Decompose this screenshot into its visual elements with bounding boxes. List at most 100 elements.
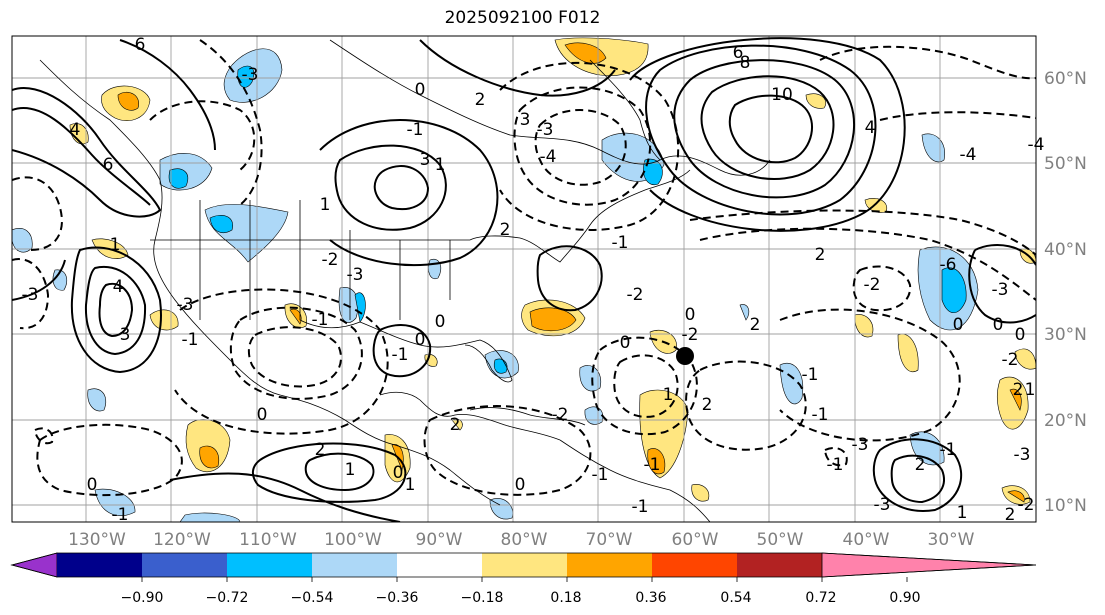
contour-label: 1 [110, 235, 121, 255]
contour-label: 3 [120, 325, 131, 345]
contour-label: 0 [257, 405, 268, 425]
contour-label: 4 [865, 118, 876, 138]
lon-label-120w: 120°W [153, 530, 211, 550]
contour-label: 1 [405, 475, 416, 495]
contour-label: -3 [874, 495, 891, 515]
colorbar-extend-low [10, 552, 58, 578]
contour-label: -1 [592, 465, 609, 485]
contour-label: -1 [612, 233, 629, 253]
contour-lines-negative [12, 39, 1036, 497]
contour-label: 0 [415, 80, 426, 100]
contour-label: 0 [415, 330, 426, 350]
contour-label: -1 [812, 405, 829, 425]
colorbar-swatch [737, 553, 823, 577]
contour-label: 2 [750, 315, 761, 335]
lon-label-100w: 100°W [324, 530, 382, 550]
contour-label: -2 [552, 405, 569, 425]
colorbar-swatch [397, 553, 483, 577]
colorbar-extend-high [821, 552, 1037, 578]
contour-label: 4 [70, 120, 81, 140]
contour-label: 0 [993, 315, 1004, 335]
lon-label-40w: 40°W [843, 530, 890, 550]
contour-label: -2 [1018, 495, 1035, 515]
contour-label: -1 [112, 505, 129, 525]
longitude-axis: 130°W 120°W 110°W 100°W 90°W 80°W 70°W 6… [68, 530, 975, 550]
colorbar-tick: −0.18 [461, 590, 504, 606]
contour-label: -1 [392, 345, 409, 365]
colorbar-swatch [567, 553, 653, 577]
contour-label: 1 [435, 155, 446, 175]
map-frame [11, 35, 1037, 523]
colorbar-swatch [57, 553, 143, 577]
colorbar-tick: −0.90 [121, 590, 164, 606]
colorbar-swatch [227, 553, 313, 577]
contour-label: 3 [420, 150, 431, 170]
lat-label-20n: 20°N [1044, 411, 1087, 431]
contour-label: 10 [771, 85, 793, 105]
colorbar-tick: 0.18 [550, 590, 581, 606]
contour-label: -2 [682, 325, 699, 345]
contour-label: 0 [515, 475, 526, 495]
colorbar-swatch [312, 553, 398, 577]
location-marker [676, 347, 694, 365]
contour-label: -3 [177, 295, 194, 315]
contour-label: 2 [315, 440, 326, 460]
contour-label: -2 [864, 275, 881, 295]
contour-label: 1 [663, 385, 674, 405]
contour-label: 1 [320, 195, 331, 215]
colorbar-tick: 0.72 [805, 590, 836, 606]
contour-label: -1 [802, 365, 819, 385]
colorbar-tick: −0.36 [376, 590, 419, 606]
contour-label: -4 [540, 147, 557, 167]
contour-label: 0 [1015, 325, 1026, 345]
contour-label: 6 [733, 43, 744, 63]
colorbar-tick: 0.36 [635, 590, 666, 606]
contour-label: 6 [135, 35, 146, 55]
contour-label: -1 [940, 440, 957, 460]
contour-label: 2 [815, 245, 826, 265]
contour-label: -1 [644, 455, 661, 475]
contour-label: -1 [312, 310, 329, 330]
map-title: 2025092100 F012 [444, 8, 601, 28]
contour-label: 2 [475, 90, 486, 110]
lat-label-10n: 10°N [1044, 496, 1087, 516]
colorbar-swatch [482, 553, 568, 577]
contour-label: 1 [345, 460, 356, 480]
contour-label: 4 [113, 277, 124, 297]
contour-label: -2 [627, 285, 644, 305]
lon-label-50w: 50°W [757, 530, 804, 550]
lat-label-30n: 30°N [1044, 325, 1087, 345]
lon-label-60w: 60°W [672, 530, 719, 550]
colorbar-tick: −0.54 [291, 590, 334, 606]
contour-label: -3 [992, 280, 1009, 300]
lon-label-30w: 30°W [928, 530, 975, 550]
contour-label: -1 [632, 497, 649, 517]
lon-label-70w: 70°W [586, 530, 633, 550]
contour-label: -2 [1002, 350, 1019, 370]
contour-label: 1 [1025, 380, 1036, 400]
lon-label-90w: 90°W [416, 530, 463, 550]
colorbar-tick: 0.90 [889, 590, 920, 606]
contour-label: -1 [407, 120, 424, 140]
colorbar-ticks: −0.90 −0.72 −0.54 −0.36 −0.18 0.18 0.36 … [121, 590, 921, 606]
contour-label: -3 [347, 265, 364, 285]
graticule [12, 36, 1036, 522]
contour-label: 2 [1013, 380, 1024, 400]
contour-label: 1 [957, 503, 968, 523]
contour-label: 2 [702, 395, 713, 415]
contour-label: 0 [435, 312, 446, 332]
contour-label: -6 [940, 255, 957, 275]
contour-label: -1 [827, 455, 844, 475]
colorbar-swatch [142, 553, 228, 577]
contour-label: 0 [87, 475, 98, 495]
lat-label-40n: 40°N [1044, 240, 1087, 260]
contour-label: 8 [740, 53, 751, 73]
contour-label: 6 [103, 155, 114, 175]
contour-label: 3 [520, 110, 531, 130]
contour-label: -3 [22, 285, 39, 305]
contour-label: -4 [960, 145, 977, 165]
colorbar [10, 552, 1037, 582]
lon-label-80w: 80°W [501, 530, 548, 550]
contour-label: -3 [242, 65, 259, 85]
